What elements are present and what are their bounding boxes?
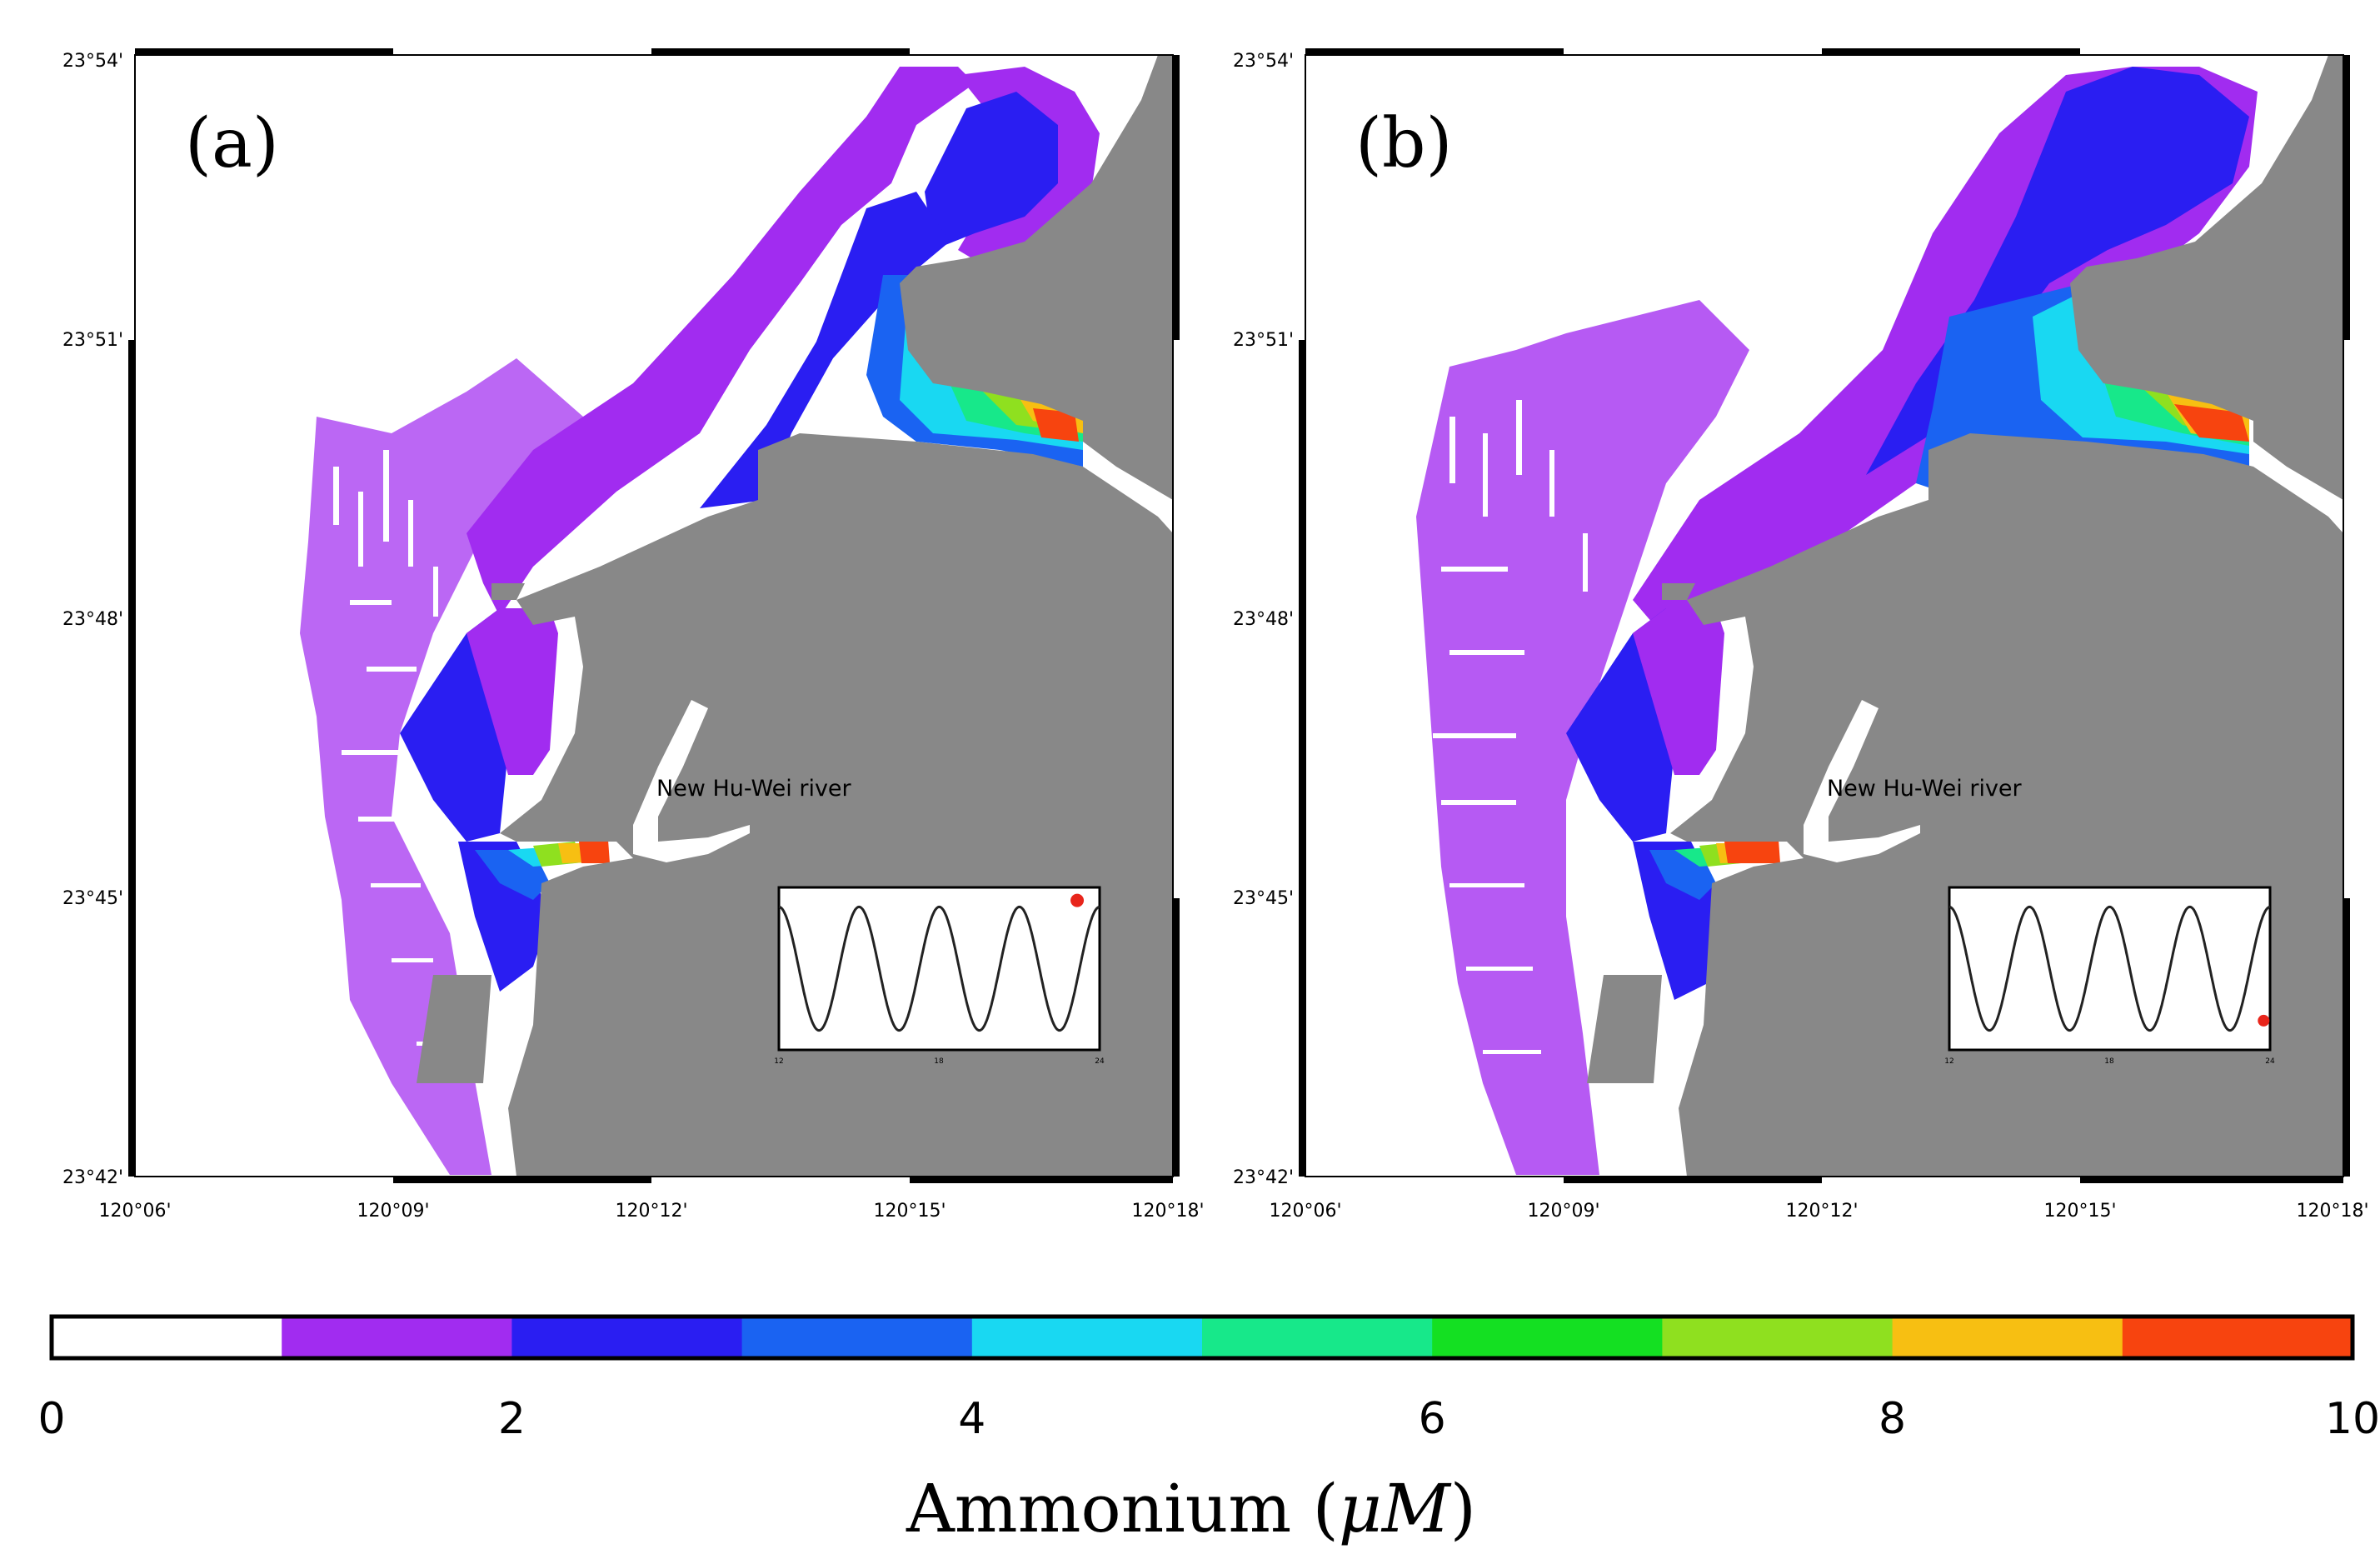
lat-tick-labels: 23°54' 23°51' 23°48' 23°45' 23°42' — [62, 51, 123, 1188]
colorbar-unit: μM — [1339, 1470, 1452, 1547]
ammonium-plume — [1416, 67, 2258, 1175]
tide-inset: 12 18 24 — [774, 886, 1105, 1066]
map-panel-b: (b) New Hu-Wei river 23°54' 23°51' 23°48… — [1233, 48, 2369, 1222]
lon-tick-labels: 120°06' 120°09' 120°12' 120°15' 120°18' — [98, 1201, 1204, 1222]
lat-tick-label: 23°51' — [62, 330, 123, 351]
map-frame-ticks — [128, 48, 1180, 1183]
colorbar-swatch — [1892, 1317, 2123, 1358]
colorbar-swatch — [1662, 1317, 1894, 1358]
tide-phase-marker — [2258, 1014, 2270, 1027]
colorbar-tick-label: 0 — [37, 1394, 65, 1444]
inset-tick-label: 18 — [934, 1057, 944, 1066]
lon-tick-label: 120°09' — [1527, 1201, 1599, 1222]
colorbar-tick-label: 4 — [958, 1394, 985, 1444]
tide-inset: 12 18 24 — [1944, 886, 2275, 1066]
lat-tick-label: 23°51' — [1233, 330, 1294, 351]
lat-tick-label: 23°48' — [1233, 609, 1294, 630]
colorbar-swatches — [52, 1317, 2353, 1358]
colorbar-swatch — [1202, 1317, 1433, 1358]
map-frame-ticks — [1299, 48, 2350, 1183]
tide-curve — [778, 905, 1100, 1032]
lat-tick-label: 23°54' — [62, 51, 123, 72]
panel-label: (b) — [1355, 104, 1452, 183]
lon-tick-label: 120°06' — [1269, 1201, 1341, 1222]
river-label: New Hu-Wei river — [656, 776, 852, 802]
inset-tick-label: 24 — [1095, 1057, 1105, 1066]
colorbar-swatch — [52, 1317, 282, 1358]
lat-tick-label: 23°54' — [1233, 51, 1294, 72]
colorbar-swatch — [1432, 1317, 1663, 1358]
river-channel — [633, 700, 750, 862]
tide-curve — [1948, 905, 2271, 1032]
lon-tick-label: 120°09' — [357, 1201, 429, 1222]
inset-tick-label: 12 — [774, 1057, 783, 1066]
lon-tick-label: 120°18' — [2296, 1201, 2368, 1222]
colorbar-tick-label: 8 — [1879, 1394, 1906, 1444]
colorbar-swatch — [741, 1317, 973, 1358]
lat-tick-labels: 23°54' 23°51' 23°48' 23°45' 23°42' — [1233, 51, 1294, 1188]
colorbar-title: Ammonium (μM) — [906, 1470, 1476, 1547]
colorbar-ticks: 0 2 4 6 8 10 — [37, 1394, 2380, 1444]
lat-tick-label: 23°45' — [1233, 888, 1294, 909]
colorbar-tick-label: 2 — [498, 1394, 526, 1444]
colorbar: 0 2 4 6 8 10 Ammonium (μM) — [37, 1314, 2380, 1547]
lon-tick-label: 120°18' — [1131, 1201, 1204, 1222]
map-panel-a: (a) New Hu-Wei river 23°54' 23°51' 23°48… — [62, 48, 1205, 1222]
lon-tick-label: 120°06' — [98, 1201, 171, 1222]
colorbar-frame — [49, 1314, 2355, 1361]
tide-phase-marker — [1070, 893, 1085, 907]
lon-tick-labels: 120°06' 120°09' 120°12' 120°15' 120°18' — [1269, 1201, 2368, 1222]
river-label: New Hu-Wei river — [1827, 776, 2023, 802]
colorbar-swatch — [511, 1317, 743, 1358]
colorbar-swatch — [282, 1317, 512, 1358]
inset-tick-label: 12 — [1944, 1057, 1953, 1066]
colorbar-tick-label: 10 — [2325, 1394, 2380, 1444]
lat-tick-label: 23°42' — [62, 1167, 123, 1188]
colorbar-swatch — [971, 1317, 1203, 1358]
lon-tick-label: 120°12' — [615, 1201, 687, 1222]
colorbar-swatch — [2122, 1317, 2353, 1358]
lat-tick-label: 23°45' — [62, 888, 123, 909]
panel-label: (a) — [185, 104, 279, 183]
lon-tick-label: 120°12' — [1785, 1201, 1858, 1222]
lon-tick-label: 120°15' — [873, 1201, 946, 1222]
inset-tick-label: 18 — [2104, 1057, 2114, 1066]
lon-tick-label: 120°15' — [2043, 1201, 2116, 1222]
lat-tick-label: 23°48' — [62, 609, 123, 630]
lat-tick-label: 23°42' — [1233, 1167, 1294, 1188]
inset-tick-label: 24 — [2265, 1057, 2275, 1066]
colorbar-tick-label: 6 — [1419, 1394, 1446, 1444]
river-channel — [1804, 700, 1920, 862]
